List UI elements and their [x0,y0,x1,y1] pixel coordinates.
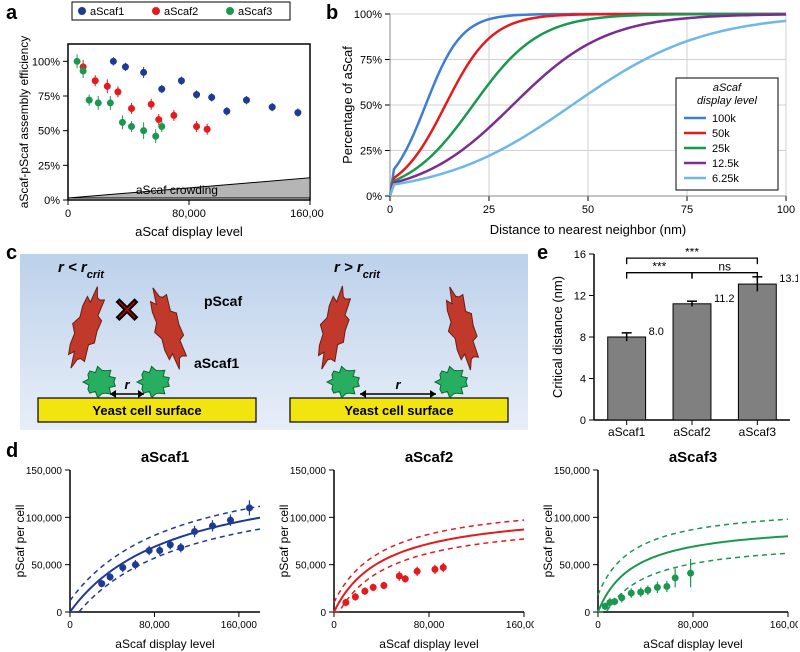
svg-text:12: 12 [574,291,586,303]
svg-text:80,000: 80,000 [139,620,170,631]
svg-text:6.25k: 6.25k [712,173,739,185]
svg-text:80,000: 80,000 [414,620,445,631]
svg-text:0%: 0% [366,191,382,203]
svg-text:80,000: 80,000 [172,208,206,220]
svg-text:100k: 100k [712,113,736,125]
svg-text:ns: ns [718,260,731,274]
panel-e-label: e [537,242,548,265]
svg-text:pScaf per cell: pScaf per cell [277,505,291,578]
svg-text:0: 0 [387,204,393,216]
svg-text:0: 0 [580,415,586,427]
svg-text:160,000: 160,000 [506,620,534,631]
svg-text:8.0: 8.0 [649,326,664,338]
svg-text:50k: 50k [712,128,730,140]
svg-text:Percentage of aScaf: Percentage of aScaf [340,46,355,164]
svg-text:12.5k: 12.5k [712,158,739,170]
svg-text:aScaf2: aScaf2 [164,6,198,18]
panel-e-chart: 0 4 8 12 16 Critical distance (nm) 8.0 aScaf1 11… [548,248,798,448]
svg-text:50: 50 [582,204,594,216]
svg-text:25%: 25% [360,146,382,158]
svg-text:aScaf3: aScaf3 [669,449,717,466]
panel-a-chart: aScaf crowding 0% 25% 50% 75% 100% 0 80,000 160,… [14,0,324,240]
svg-text:aScaf display level: aScaf display level [643,637,742,651]
svg-text:50%: 50% [38,126,60,138]
svg-text:100: 100 [777,204,795,216]
svg-text:50%: 50% [360,100,382,112]
panel-d-chart-3: aScaf3 0 50,000 100,000 150,000 0 80,000 160,00… [536,448,798,652]
svg-text:150,000: 150,000 [290,466,327,477]
svg-text:Distance to nearest neighbor (: Distance to nearest neighbor (nm) [490,222,687,237]
svg-text:0: 0 [67,620,73,631]
svg-text:aScaf2: aScaf2 [405,449,453,466]
svg-text:***: *** [652,260,666,274]
svg-text:aScaf: aScaf [713,82,742,94]
svg-text:pScaf: pScaf [204,293,242,309]
svg-text:0: 0 [331,620,337,631]
svg-text:150,000: 150,000 [26,466,63,477]
svg-text:aScaf1: aScaf1 [194,355,239,371]
panel-d-chart-2: aScaf2 0 50,000 100,000 150,000 0 80,000 160,00… [272,448,534,652]
svg-text:11.2: 11.2 [714,293,735,305]
svg-text:100,000: 100,000 [26,513,63,524]
svg-text:4: 4 [580,374,586,386]
svg-text:75: 75 [681,204,693,216]
svg-text:25k: 25k [712,143,730,155]
svg-text:0: 0 [584,608,590,619]
svg-text:aScaf display level: aScaf display level [379,637,478,651]
svg-text:160,000: 160,000 [290,208,324,220]
svg-text:25: 25 [483,204,495,216]
svg-text:8: 8 [580,332,586,344]
svg-text:aScaf display level: aScaf display level [135,224,243,239]
svg-text:50,000: 50,000 [295,561,326,572]
svg-text:Yeast cell surface: Yeast cell surface [92,403,201,418]
svg-text:aScaf-pScaf assembly efficienc: aScaf-pScaf assembly efficiency [17,36,31,209]
svg-text:150,000: 150,000 [554,466,591,477]
svg-text:display level: display level [697,95,757,107]
svg-text:aScaf1: aScaf1 [141,449,189,466]
svg-text:100,000: 100,000 [554,513,591,524]
svg-text:aScaf1: aScaf1 [608,425,646,439]
svg-text:0%: 0% [44,195,60,207]
svg-text:0: 0 [65,208,71,220]
svg-text:Critical distance (nm): Critical distance (nm) [550,276,565,398]
svg-text:100%: 100% [32,56,60,68]
svg-text:50,000: 50,000 [31,561,62,572]
svg-text:16: 16 [574,249,586,261]
panel-b-chart: 0% 25% 50% 75% 100% 0 25 50 75 100 Distance to nea… [336,0,796,240]
svg-text:Yeast cell surface: Yeast cell surface [344,403,453,418]
panel-c-diagram: Yeast cell surface✕rYeast cell surfacerr… [14,248,534,448]
svg-text:0: 0 [56,608,62,619]
svg-text:75%: 75% [360,55,382,67]
svg-text:50,000: 50,000 [559,561,590,572]
svg-text:160,000: 160,000 [770,620,798,631]
svg-text:pScaf per cell: pScaf per cell [541,505,555,578]
svg-text:0: 0 [320,608,326,619]
svg-text:aScaf3: aScaf3 [238,6,272,18]
svg-text:aScaf2: aScaf2 [673,425,711,439]
svg-text:0: 0 [595,620,601,631]
svg-text:***: *** [685,248,699,259]
svg-text:160,000: 160,000 [221,620,258,631]
svg-text:13.1: 13.1 [779,273,798,285]
svg-text:75%: 75% [38,91,60,103]
svg-text:100%: 100% [354,9,382,21]
svg-text:aScaf3: aScaf3 [739,425,777,439]
svg-text:aScaf1: aScaf1 [90,6,124,18]
panel-d-chart-1: aScaf1 0 50,000 100,000 150,000 0 80,000 160,00… [8,448,270,652]
svg-text:100,000: 100,000 [290,513,327,524]
svg-text:80,000: 80,000 [678,620,709,631]
svg-text:aScaf crowding: aScaf crowding [136,183,218,197]
svg-text:✕: ✕ [113,292,142,330]
svg-text:25%: 25% [38,160,60,172]
svg-text:aScaf display level: aScaf display level [115,637,214,651]
svg-text:pScaf per cell: pScaf per cell [13,505,27,578]
